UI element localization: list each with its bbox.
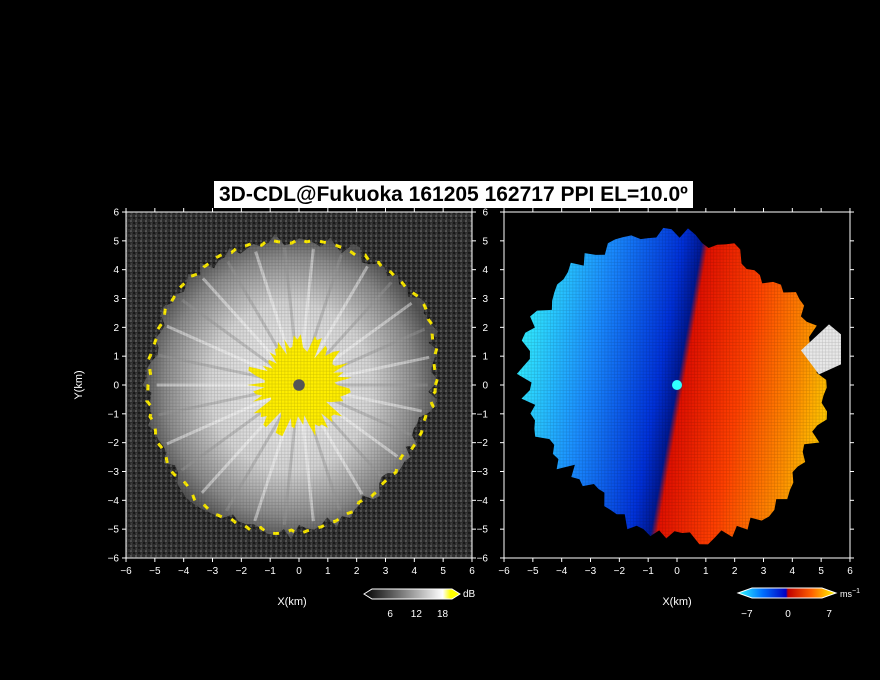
x-tick-label: 6 — [847, 566, 853, 577]
x-tick-label: 4 — [412, 566, 418, 577]
y-tick-label: 6 — [482, 208, 488, 219]
y-tick-label: 2 — [482, 323, 488, 334]
velocity-panel: −6 −5 −4 −3 −2 −1 0 1 2 3 4 5 6 X(km) — [498, 208, 854, 608]
y-tick-label: −6 — [477, 553, 489, 564]
x-tick-label: 0 — [296, 566, 302, 577]
reflectivity-colorbar: 6 12 18 dB — [363, 588, 476, 620]
x-tick-label: 1 — [325, 566, 331, 577]
y-tick-label: 0 — [482, 381, 488, 392]
x-tick-label: 5 — [440, 566, 446, 577]
x-tick-label: −6 — [498, 566, 510, 577]
y-tick-label: −2 — [108, 438, 120, 449]
colorbar-tick-label: 6 — [387, 609, 393, 620]
y-tick-label: 0 — [113, 381, 119, 392]
y-tick-label: 5 — [113, 236, 119, 247]
x-tick-label: 2 — [732, 566, 738, 577]
x-tick-label: 3 — [761, 566, 767, 577]
y-tick-label: −5 — [108, 525, 120, 536]
y-tick-label: 3 — [482, 294, 488, 305]
x-tick-label: −2 — [236, 566, 248, 577]
radar-center-blank — [293, 379, 305, 391]
x-tick-label: −3 — [585, 566, 597, 577]
y-tick-label: −4 — [108, 496, 120, 507]
y-tick-label: −2 — [477, 438, 489, 449]
colorbar-tick-label: −7 — [741, 609, 753, 620]
x-tick-label: −4 — [556, 566, 568, 577]
colorbar-tick-label: 0 — [785, 609, 791, 620]
x-tick-label: 0 — [674, 566, 680, 577]
x-tick-label: 6 — [469, 566, 475, 577]
y-tick-label: 1 — [113, 352, 119, 363]
velocity-xlabel: X(km) — [662, 596, 691, 608]
velocity-colorbar-unit: ms−1 — [840, 588, 860, 599]
reflectivity-panel: −6 −5 −4 −3 −2 −1 0 1 2 3 4 5 6−6 −6−5 −5−4 −4−3 −3−2 −2−… — [73, 208, 488, 608]
velocity-colorbar-ramp — [736, 587, 838, 599]
x-tick-label: 4 — [790, 566, 796, 577]
reflectivity-ylabel: Y(km) — [73, 370, 85, 399]
reflectivity-xlabel: X(km) — [277, 596, 306, 608]
x-tick-label: −5 — [527, 566, 539, 577]
reflectivity-colorbar-ramp — [363, 588, 461, 600]
x-tick-label: −5 — [149, 566, 161, 577]
reflectivity-axes: −6 −5 −4 −3 −2 −1 0 1 2 3 4 5 6−6 −6−5 −5−4 −4−3 −3−2 −2−… — [108, 208, 489, 577]
y-tick-label: 5 — [482, 236, 488, 247]
x-tick-label: −4 — [178, 566, 190, 577]
colorbar-tick-label: 12 — [411, 609, 423, 620]
y-tick-label: 2 — [113, 323, 119, 334]
x-tick-label: −2 — [614, 566, 626, 577]
y-tick-label: −6 — [108, 553, 120, 564]
x-tick-label: 1 — [703, 566, 709, 577]
y-tick-label: −1 — [477, 409, 489, 420]
y-tick-label: −1 — [108, 409, 120, 420]
y-tick-label: 6 — [113, 208, 119, 219]
velocity-axes: −6 −5 −4 −3 −2 −1 0 1 2 3 4 5 6 — [498, 208, 854, 577]
x-tick-label: 5 — [818, 566, 824, 577]
y-tick-label: 4 — [482, 265, 488, 276]
x-tick-label: −1 — [264, 566, 276, 577]
velocity-colorbar: −7 0 7 ms−1 — [736, 587, 860, 620]
y-tick-label: −3 — [477, 467, 489, 478]
reflectivity-colorbar-unit: dB — [463, 589, 476, 600]
colorbar-tick-label: 18 — [437, 609, 449, 620]
y-tick-label: −3 — [108, 467, 120, 478]
x-tick-label: −1 — [642, 566, 654, 577]
x-tick-label: 2 — [354, 566, 360, 577]
y-tick-label: 3 — [113, 294, 119, 305]
x-tick-label: −3 — [207, 566, 219, 577]
y-tick-label: 4 — [113, 265, 119, 276]
velocity-radar-center — [672, 380, 682, 390]
colorbar-tick-label: 7 — [826, 609, 832, 620]
y-tick-label: −4 — [477, 496, 489, 507]
chart-title: 3D-CDL@Fukuoka 161205 162717 PPI EL=10.0… — [214, 181, 693, 208]
x-tick-label: 3 — [383, 566, 389, 577]
y-tick-label: −5 — [477, 525, 489, 536]
x-tick-label: −6 — [120, 566, 132, 577]
y-tick-label: 1 — [482, 352, 488, 363]
